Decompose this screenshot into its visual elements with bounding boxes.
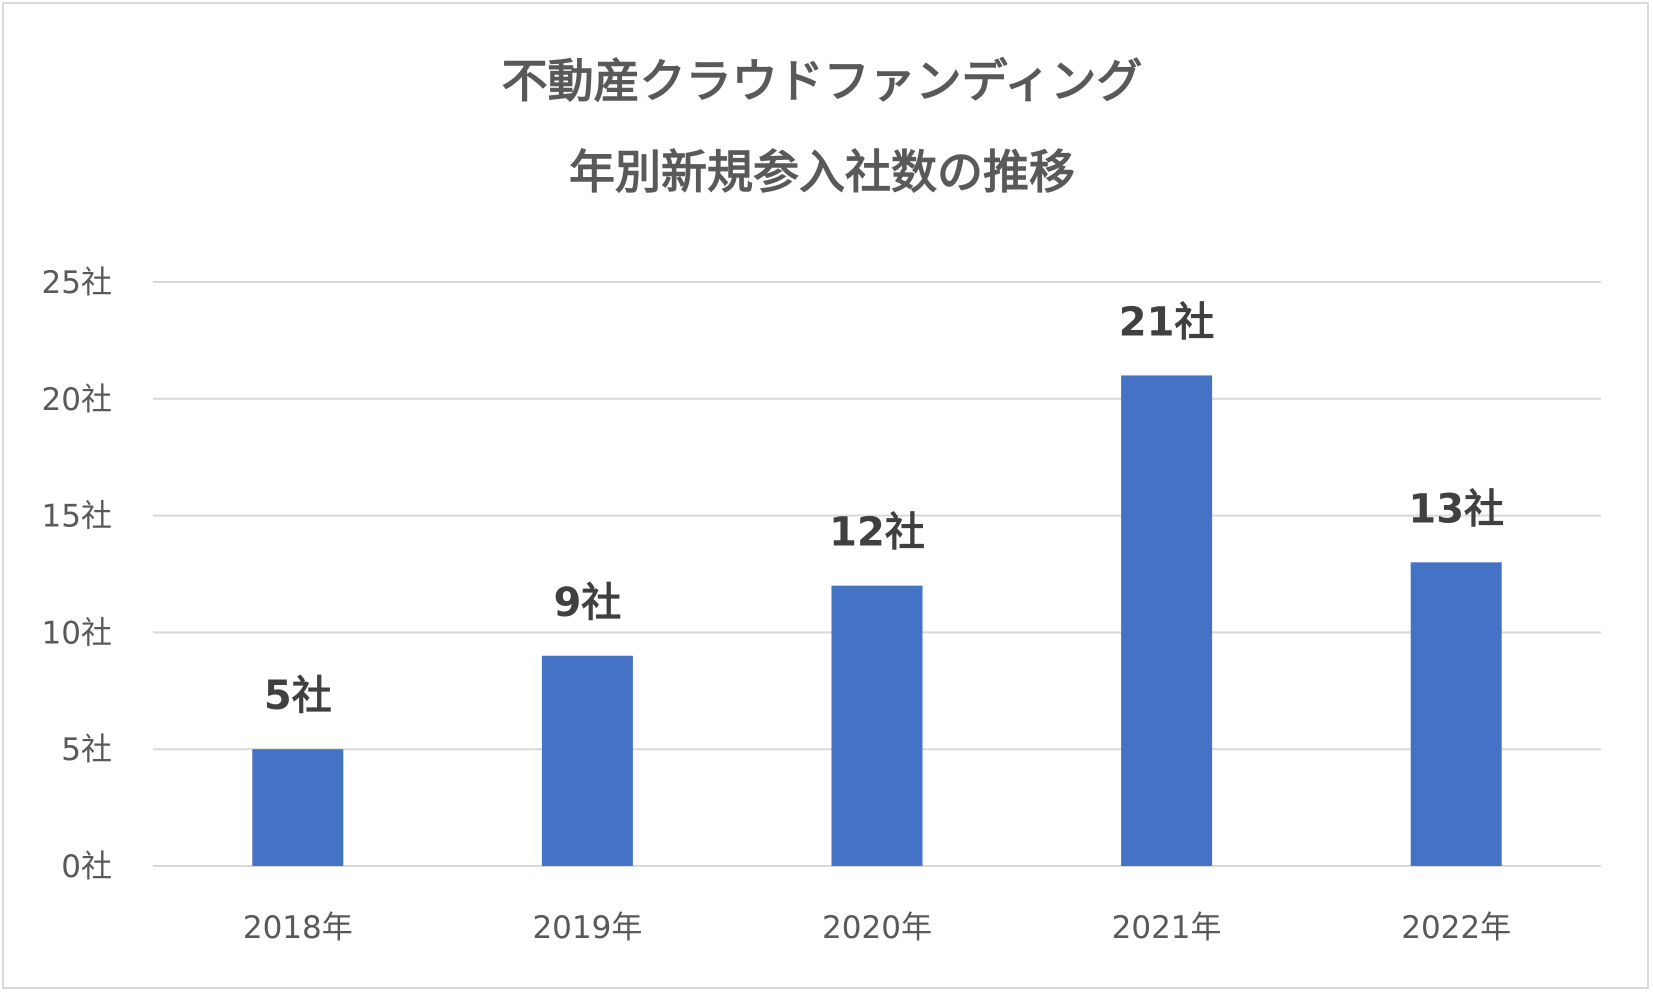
x-axis-tick-labels: 2018年 2019年 2020年 2021年 2022年	[243, 910, 1511, 946]
y-tick-label: 10社	[42, 615, 112, 651]
y-tick-label: 25社	[42, 265, 112, 301]
x-tick-label: 2022年	[1401, 910, 1511, 946]
data-label: 9社	[553, 580, 621, 626]
y-axis-tick-labels: 0社 5社 10社 15社 20社 25社	[42, 265, 112, 885]
data-labels: 5社 9社 12社 21社 13社	[264, 299, 1504, 719]
y-tick-label: 15社	[42, 499, 112, 535]
chart-title-line-1: 不動産クラウドファンディング	[502, 54, 1143, 108]
data-label: 13社	[1408, 486, 1504, 532]
bar	[1121, 375, 1213, 866]
y-tick-label: 5社	[61, 732, 112, 768]
bar	[252, 749, 344, 866]
bar	[541, 655, 633, 866]
y-tick-label: 0社	[61, 849, 112, 885]
x-tick-label: 2020年	[822, 910, 932, 946]
x-tick-label: 2018年	[243, 910, 353, 946]
x-tick-label: 2019年	[532, 910, 642, 946]
data-label: 21社	[1119, 299, 1215, 345]
x-tick-label: 2021年	[1112, 910, 1222, 946]
data-label: 5社	[264, 673, 332, 719]
gridlines	[153, 281, 1601, 867]
chart-title-line-2: 年別新規参入社数の推移	[569, 145, 1075, 199]
bar	[1410, 562, 1502, 866]
bars	[252, 375, 1502, 866]
bar	[831, 585, 923, 866]
data-label: 12社	[829, 510, 925, 556]
y-tick-label: 20社	[42, 382, 112, 418]
